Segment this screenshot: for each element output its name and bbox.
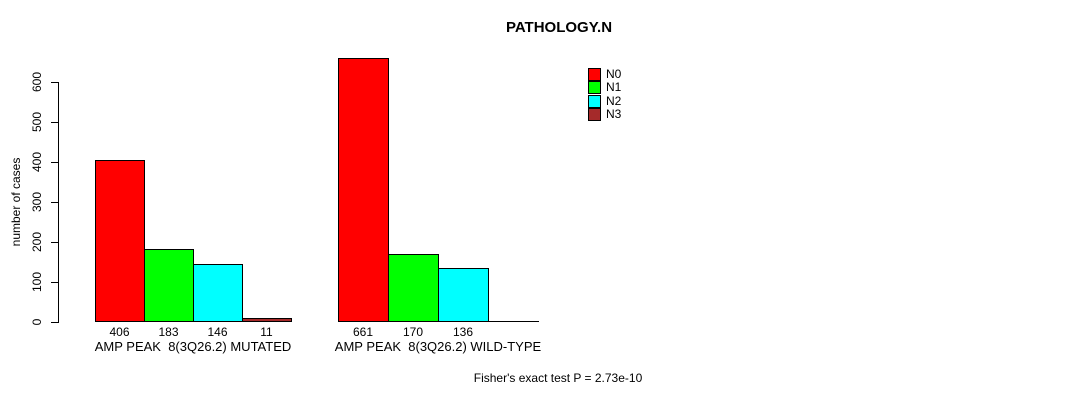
chart-title: PATHOLOGY.N: [505, 19, 613, 36]
y-tick-label: 600: [30, 71, 44, 93]
y-tick-label: 300: [30, 191, 44, 213]
bar-value-label: 146: [207, 325, 228, 339]
category-label: AMP PEAK 8(3Q26.2) WILD-TYPE: [334, 339, 542, 354]
bar-n0-group2: [338, 57, 389, 322]
bar-n3-group1: [242, 317, 292, 322]
bar-n1-group1: [144, 248, 194, 322]
y-tick: [51, 82, 58, 83]
legend-label-n3: N3: [606, 106, 622, 121]
bar-value-label: 183: [158, 325, 179, 339]
category-label: AMP PEAK 8(3Q26.2) MUTATED: [94, 339, 292, 354]
y-tick-label: 500: [30, 111, 44, 133]
y-tick: [51, 282, 58, 283]
bar-n0-group1: [95, 159, 145, 322]
y-tick-label: 0: [30, 318, 44, 326]
bar-n1-group2: [388, 254, 439, 322]
bar-n2-group1: [193, 263, 243, 322]
legend-swatch-n2: [588, 94, 601, 108]
bar-value-label: 661: [352, 325, 374, 339]
y-tick: [51, 122, 58, 123]
y-tick-label: 400: [30, 151, 44, 173]
y-tick: [51, 322, 58, 323]
y-tick: [51, 242, 58, 243]
y-tick-label: 100: [30, 271, 44, 293]
y-tick-label: 200: [30, 231, 44, 253]
y-tick: [51, 162, 58, 163]
bar-value-label: 136: [452, 325, 474, 339]
y-axis-line: [58, 82, 59, 323]
legend-swatch-n1: [588, 81, 601, 95]
legend-label-n2: N2: [606, 93, 622, 108]
y-axis-label: number of cases: [9, 157, 23, 247]
bar-n2-group2: [438, 267, 489, 322]
legend-label-n1: N1: [606, 80, 622, 95]
stat-annotation: Fisher's exact test P = 2.73e-10: [473, 371, 643, 385]
bar-value-label: 11: [260, 325, 273, 339]
y-tick: [51, 202, 58, 203]
bar-value-label: 170: [402, 325, 424, 339]
legend-label-n0: N0: [606, 67, 622, 81]
legend-swatch-n0: [588, 68, 601, 81]
bar-value-label: 406: [109, 325, 130, 339]
legend-swatch-n3: [588, 107, 601, 121]
